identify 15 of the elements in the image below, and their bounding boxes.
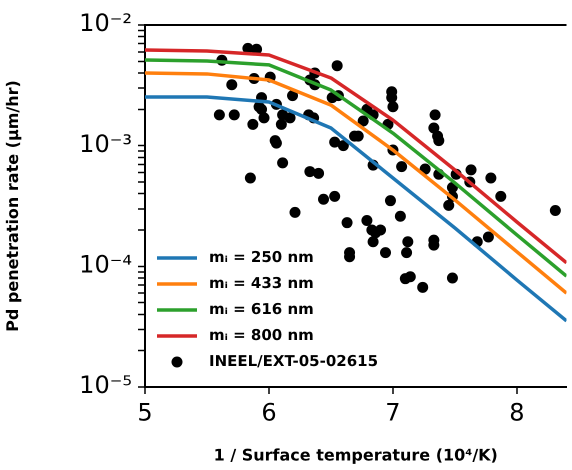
- legend-label: mᵢ = 616 nm: [209, 300, 314, 318]
- x-tick-label: 5: [137, 398, 153, 427]
- x-tick-label: 8: [509, 398, 525, 427]
- legend-label: INEEL/EXT-05-02615: [209, 352, 378, 370]
- x-tick-label: 6: [261, 398, 277, 427]
- legend-label: mᵢ = 433 nm: [209, 274, 314, 292]
- y-tick-label: 10⁻⁴: [79, 250, 132, 279]
- y-axis-title: Pd penetration rate (μm/hr): [2, 80, 22, 332]
- x-axis-title: 1 / Surface temperature (10⁴/K): [214, 446, 498, 465]
- y-tick-label: 10⁻²: [79, 9, 132, 38]
- y-tick-label: 10⁻⁵: [79, 371, 132, 400]
- y-tick-label: 10⁻³: [79, 130, 132, 158]
- x-tick-label: 7: [385, 398, 401, 427]
- legend-label: mᵢ = 250 nm: [209, 248, 314, 266]
- legend-label: mᵢ = 800 nm: [209, 326, 314, 344]
